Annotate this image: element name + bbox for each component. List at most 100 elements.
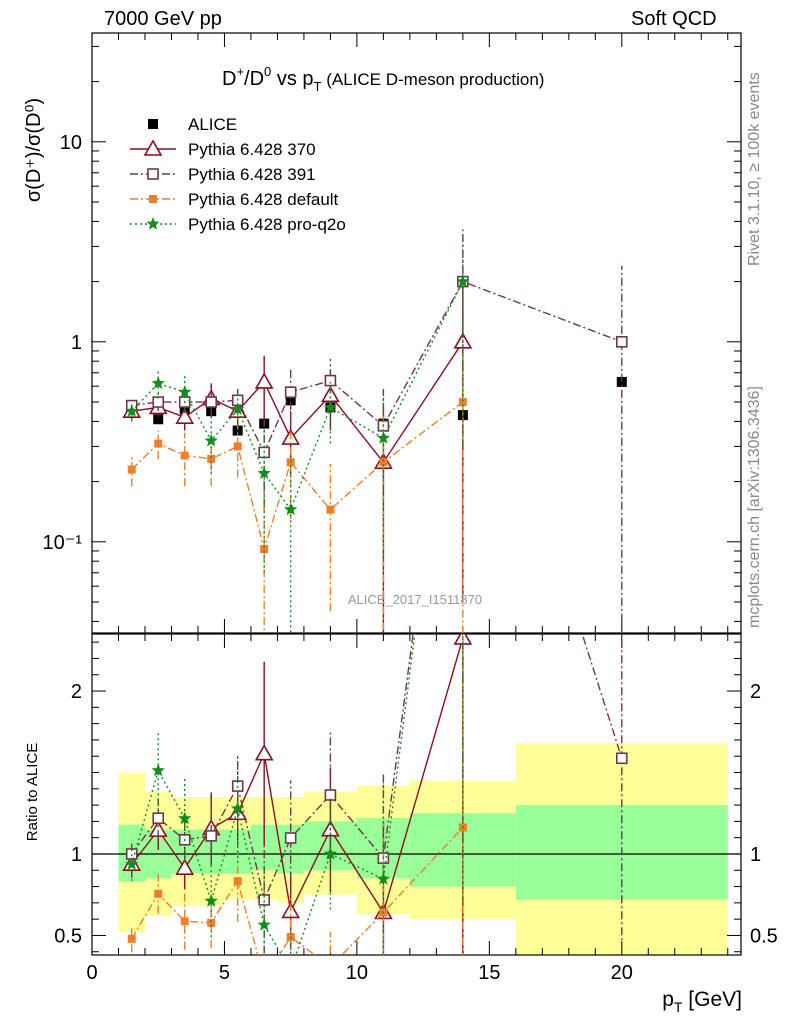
series-3-point: [125, 404, 139, 417]
series-2-ratio-point: [326, 963, 334, 971]
x-tick-label: 15: [478, 962, 500, 984]
ratio-panel-frame: [91, 633, 742, 956]
analysis-label: ALICE_2017_I1511870: [348, 592, 482, 607]
series-2-point: [207, 454, 216, 463]
ratio-tick-label-right: 1: [750, 844, 761, 866]
series-3-point: [376, 431, 390, 444]
y-tick-label: 10: [60, 132, 82, 154]
series-2-line: [131, 401, 464, 552]
legend-marker: [149, 195, 157, 203]
series-1-ratio-point: [258, 894, 270, 906]
x-tick-label: 10: [346, 962, 368, 984]
series-3-point: [257, 466, 271, 479]
alice-data-point: [232, 425, 243, 436]
series-3-point: [284, 502, 298, 516]
ratio-tick-label-left: 1: [71, 844, 82, 866]
legend-label: ALICE: [188, 115, 237, 134]
x-tick-label: 5: [219, 962, 230, 984]
legend: ALICE Pythia 6.428 370 Pythia 6.428 391 Pyt…: [130, 115, 346, 234]
series-2-point: [286, 458, 295, 467]
alice-data-point: [153, 414, 164, 425]
series-3-ratio-point: [376, 872, 390, 885]
series-1-point: [615, 336, 628, 348]
series-3-point: [204, 433, 218, 447]
series-3-ratio-point: [125, 857, 139, 870]
series-0-ratio-point: [254, 744, 274, 761]
x-tick-label: 20: [611, 962, 633, 984]
series-2-point: [458, 398, 467, 407]
main-panel-frame: [91, 32, 742, 634]
ratio-panel-series: [122, 634, 628, 982]
series-0-point: [175, 407, 195, 424]
x-axis-label-unit: [GeV]: [682, 988, 742, 1011]
series-1-ratio-point: [284, 832, 297, 844]
y-tick-label: 1: [71, 332, 82, 354]
series-1-ratio-point: [205, 830, 218, 842]
series-2-ratio-point: [207, 918, 216, 927]
series-2-ratio-point: [260, 974, 268, 982]
series-2-point: [326, 505, 335, 514]
main-panel-series: [122, 228, 628, 633]
chart-title-sub: T: [314, 79, 322, 94]
chart-labels: D+/D0 vs pT (ALICE D-meson production) σ…: [23, 64, 742, 1015]
series-0-ratio-line: [131, 637, 464, 915]
series-1-line: [131, 280, 623, 455]
series-1-ratio-point: [615, 752, 628, 765]
series-2-point: [180, 451, 189, 460]
ratio-tick-label-left: 2: [71, 681, 82, 703]
legend-label: Pythia 6.428 391: [188, 165, 316, 184]
series-3-ratio-point: [151, 763, 165, 777]
ratio-y-axis-label: Ratio to ALICE: [24, 743, 41, 841]
series-2-ratio-line: [131, 826, 464, 955]
header-right-label: Soft QCD: [631, 8, 717, 30]
chart-title-vs: vs p: [271, 68, 313, 90]
chart-title: D+/D0 vs pT (ALICE D-meson production): [222, 64, 544, 94]
series-2-ratio-point: [154, 889, 163, 898]
header-left-label: 7000 GeV pp: [104, 8, 222, 30]
series-1-point: [284, 386, 297, 398]
series-1-ratio-point: [152, 812, 165, 825]
x-axis-label-main: p: [662, 988, 674, 1011]
series-2-point: [379, 458, 388, 467]
ratio-tick-label-right: 0.5: [750, 925, 778, 947]
series-1-point: [205, 396, 218, 408]
series-3-point: [151, 376, 165, 389]
series-3-ratio-point: [231, 801, 245, 815]
axes: 0 5 10 15 20 10 1 10⁻¹ 2 2 1 1 0.5 0.5: [43, 33, 778, 984]
series-3-ratio-point: [257, 918, 271, 931]
ratio-tick-label-right: 2: [750, 681, 761, 703]
alice-data-point: [616, 376, 627, 387]
series-2-point: [154, 439, 163, 448]
legend-label: Pythia 6.428 default: [188, 190, 339, 209]
legend-marker: [143, 139, 163, 156]
series-3-point: [231, 402, 245, 415]
series-3-ratio-point: [284, 964, 297, 977]
series-2-ratio-point: [127, 934, 136, 943]
legend-label: Pythia 6.428 pro-q2o: [188, 215, 346, 234]
ratio-band-inner: [277, 824, 304, 874]
series-2-ratio-point: [233, 877, 242, 886]
series-0-ratio-point: [175, 858, 195, 875]
x-tick-label: 0: [86, 962, 97, 984]
series-0-line: [131, 341, 464, 464]
y-axis-label: σ(D⁺)/σ(D⁰): [23, 98, 45, 202]
series-1-point: [324, 374, 337, 387]
series-2-ratio-point: [180, 917, 189, 926]
series-2-point: [127, 465, 136, 474]
legend-label: Pythia 6.428 370: [188, 140, 316, 159]
chart-title-rest: (ALICE D-meson production): [321, 70, 544, 89]
chart-title-sup2: 0: [264, 64, 271, 79]
series-0-point: [254, 372, 274, 389]
y-tick-label: 10⁻¹: [43, 532, 83, 554]
series-1-ratio-point: [324, 789, 337, 801]
x-axis-label: pT [GeV]: [662, 988, 742, 1015]
legend-marker: [147, 168, 159, 180]
series-2-point: [233, 442, 242, 451]
series-3-ratio-point: [178, 811, 192, 825]
series-2-point: [260, 545, 269, 554]
ratio-tick-label-left: 0.5: [54, 925, 82, 947]
plot-frames: [91, 32, 742, 956]
series-3-point: [456, 274, 470, 288]
legend-marker: [148, 119, 158, 129]
